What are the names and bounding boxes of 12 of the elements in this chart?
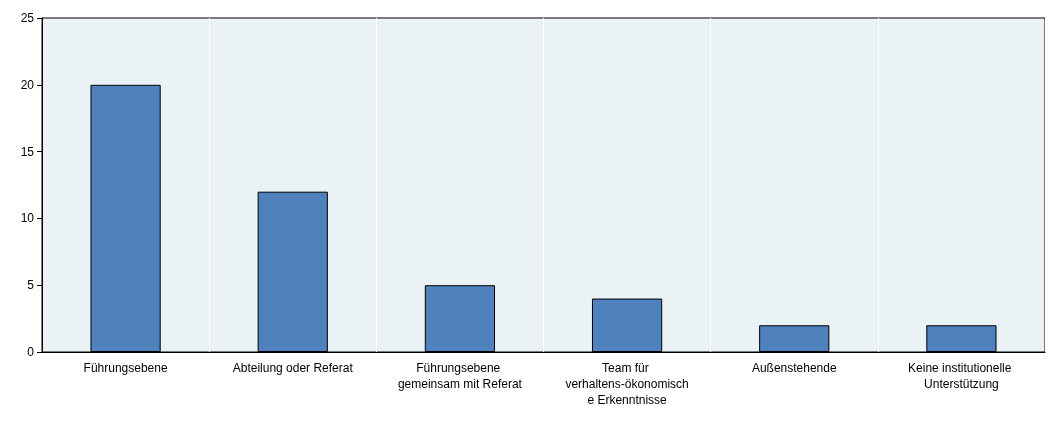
y-tick-label: 20 — [20, 77, 35, 92]
x-tick-label: Keine institutionelle Unterstützung — [908, 361, 1015, 391]
y-tick-label: 0 — [27, 345, 35, 359]
x-tick-label: Führungsebene — [83, 361, 168, 375]
x-tick-label: Führungsebene gemeinsam mit Referat — [397, 361, 523, 391]
y-tick-label: 5 — [27, 278, 35, 293]
x-tick-label: Team für verhaltens-ökonomische Erkenntnisse — [565, 361, 689, 407]
x-tick-label: Abteilung oder Referat — [232, 361, 354, 375]
y-tick-label: 15 — [20, 144, 35, 159]
x-tick-label: Außenstehende — [751, 361, 837, 375]
y-tick-label: 10 — [20, 211, 35, 226]
y-tick-label: 25 — [20, 11, 35, 25]
